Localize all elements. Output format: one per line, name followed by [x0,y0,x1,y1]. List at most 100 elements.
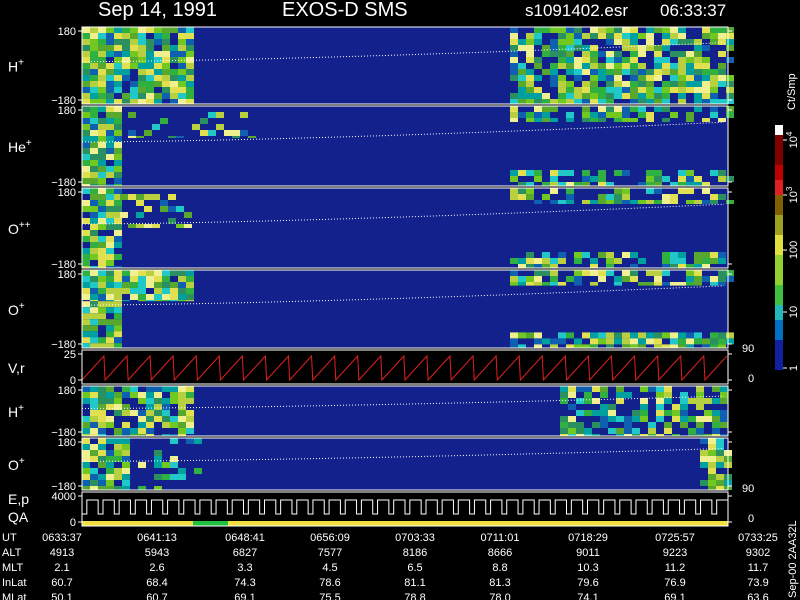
spectrum-cell [590,270,598,276]
spectrum-cell [510,69,518,75]
spectrum-cell [90,39,98,45]
spectrum-cell [550,264,558,268]
colorbar-tick-exp: 3 [785,186,794,191]
spectrum-cell [90,434,98,436]
spectrum-cell [662,200,670,204]
spectrum-cell [146,93,154,99]
spectrum-cell [680,404,688,410]
spectrum-cell [130,270,138,276]
spectrum-cell [718,118,726,122]
spectrum-cell [82,160,90,166]
spectrum-cell [654,338,662,345]
panel-label-text: O [8,221,19,237]
spectrum-cell [162,276,170,282]
spectrum-cell [670,81,678,87]
spectrum-cell [98,300,106,302]
spectrum-cell [90,325,98,332]
spectrum-cell [686,344,694,348]
spectrum-cell [680,422,688,428]
spectrum-cell [630,276,638,282]
spectrum-cell [518,182,526,186]
spectrum-cell [114,142,122,148]
spectrum-cell [582,270,590,276]
spectrum-cell [708,474,716,480]
spectrum-cell [664,392,672,398]
spectrum-cell [702,118,710,122]
spectrum-cell [178,57,186,63]
spectrum-cell [576,422,584,428]
spectrum-cell [178,270,186,276]
spectrum-cell [542,270,550,276]
spectrum-cell [82,288,90,294]
spectrum-cell [542,69,550,75]
spectrum-cell [720,434,728,436]
spectrum-cell [518,39,526,45]
spectrum-cell [678,282,686,286]
spectrum-cell [138,398,146,404]
spectrum-cell [622,200,630,204]
spectrum-cell [702,344,710,348]
spectrum-cell [726,106,734,112]
spectrum-cell [154,81,162,87]
spectrum-cell [606,106,614,112]
spectrum-cell [98,398,106,404]
spectrum-cell [82,266,90,268]
spectrum-cell [614,63,622,69]
spectrum-cell [82,450,90,456]
spectrum-cell [138,69,146,75]
spectrum-cell [694,276,702,282]
spectrum-cell [114,45,122,51]
spectrum-cell [678,338,686,345]
spectrum-cell [670,252,678,258]
spectrum-cell [614,188,622,194]
spectrum-cell [518,276,526,282]
spectrum-cell [208,112,216,118]
spectrum-cell [568,392,576,398]
spectrum-cell [510,176,518,182]
spectrum-cell [130,45,138,51]
spectrum-cell [616,416,624,422]
spectrum-cell [694,39,702,45]
right-axis-label: 0 [748,373,754,385]
spectrum-cell [106,39,114,45]
spectrum-cell [122,404,130,410]
spectrum-cell [726,75,734,81]
spectrum-cell [138,434,146,436]
row-value: 81.1 [404,577,425,589]
pitch-curve [82,448,725,462]
spectrum-cell [186,39,194,45]
panel-frame [81,437,729,491]
panel-label: V,r [8,360,25,376]
spectrum-cell [98,39,106,45]
spectrum-cell [224,130,232,136]
spectrum-cell [106,254,114,260]
spectrum-cell [106,236,114,242]
spectrum-cell [146,416,154,422]
spectrum-cell [654,75,662,81]
spectrum-cell [114,343,122,348]
spectrum-cell [122,410,130,416]
spectrum-cell [614,39,622,45]
spectrum-cell [710,338,718,345]
spectrum-cell [720,410,728,416]
spectrum-cell [178,75,186,81]
spectrum-cell [694,282,702,286]
spectrum-cell [656,404,664,410]
spectrum-cell [542,112,550,118]
spectrum-cell [670,258,678,264]
spectrum-cell [146,294,154,300]
spectrum-cell [574,33,582,39]
spectrum-cell [598,87,606,93]
spectrum-cell [624,422,632,428]
spectrum-cell [106,106,114,112]
spectrum-cell [526,112,534,118]
spectrum-cell [90,468,98,474]
row-value: 0656:09 [310,532,350,544]
spectrum-cell [186,87,194,93]
spectrum-cell [654,69,662,75]
spectrum-cell [576,428,584,434]
spectrum-cell [646,270,654,276]
row-value: 0725:57 [655,532,695,544]
spectrum-cell [622,252,630,258]
spectrum-cell [98,282,106,288]
